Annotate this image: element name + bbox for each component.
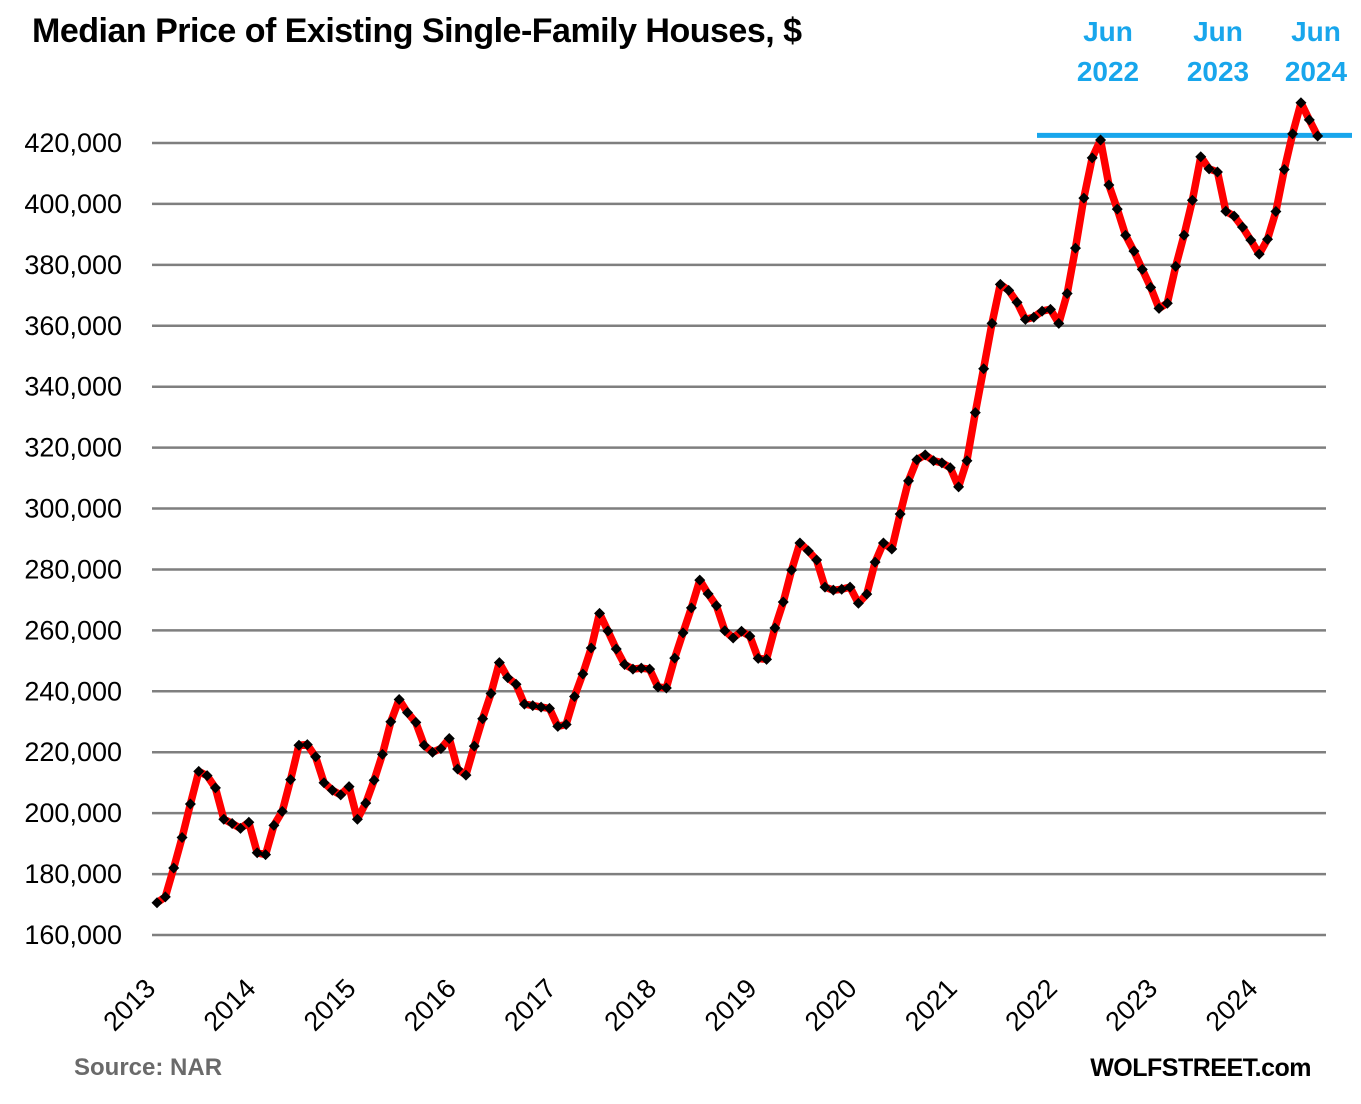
- x-tick-label: 2023: [1100, 973, 1164, 1037]
- y-tick-label: 180,000: [24, 859, 122, 889]
- x-tick-label: 2024: [1200, 973, 1264, 1037]
- wolfstreet-branding: WOLFSTREET.com: [1090, 1054, 1311, 1082]
- x-tick-label: 2022: [999, 973, 1063, 1037]
- y-tick-label: 260,000: [24, 615, 122, 645]
- y-tick-label: 320,000: [24, 433, 122, 463]
- june-2022-annotation: Jun 2022: [1043, 12, 1173, 92]
- y-tick-label: 300,000: [24, 494, 122, 524]
- june-2022-annotation-year: 2022: [1076, 56, 1140, 87]
- source-label: Source: NAR: [74, 1054, 223, 1081]
- x-tick-label: 2018: [599, 973, 663, 1037]
- y-tick-label: 240,000: [24, 676, 122, 706]
- y-tick-label: 420,000: [24, 128, 122, 158]
- june-2024-annotation: Jun 2024: [1251, 12, 1361, 92]
- y-tick-label: 280,000: [24, 554, 122, 584]
- x-axis-year-labels: 2013 2014 2015 2016 2017 2018 2019 2020 2021 2022…: [98, 973, 1264, 1037]
- june-2024-annotation-year: 2024: [1284, 56, 1348, 87]
- gridlines: [152, 141, 1326, 937]
- y-tick-label: 380,000: [24, 250, 122, 280]
- june-2022-annotation-month: Jun: [1083, 16, 1133, 47]
- y-tick-label: 340,000: [24, 372, 122, 402]
- june-2023-annotation-month: Jun: [1193, 16, 1243, 47]
- x-tick-label: 2021: [899, 973, 963, 1037]
- june-2023-annotation: Jun 2023: [1153, 12, 1283, 92]
- x-tick-label: 2013: [98, 973, 162, 1037]
- x-tick-label: 2016: [398, 973, 462, 1037]
- y-tick-label: 400,000: [24, 189, 122, 219]
- x-tick-label: 2014: [198, 973, 262, 1037]
- y-tick-label: 160,000: [24, 920, 122, 950]
- y-tick-label: 200,000: [24, 798, 122, 828]
- price-line: [153, 99, 1322, 907]
- chart-title: Median Price of Existing Single-Family H…: [32, 12, 802, 50]
- x-tick-label: 2015: [298, 973, 362, 1037]
- x-tick-label: 2017: [498, 973, 562, 1037]
- june-2023-annotation-year: 2023: [1186, 56, 1250, 87]
- y-tick-label: 220,000: [24, 737, 122, 767]
- y-axis-tick-labels: 160,000 180,000 200,000 220,000 240,000 260,0…: [24, 128, 122, 950]
- june-2024-annotation-month: Jun: [1291, 16, 1341, 47]
- y-tick-label: 360,000: [24, 311, 122, 341]
- x-tick-label: 2019: [699, 973, 763, 1037]
- x-tick-label: 2020: [799, 973, 863, 1037]
